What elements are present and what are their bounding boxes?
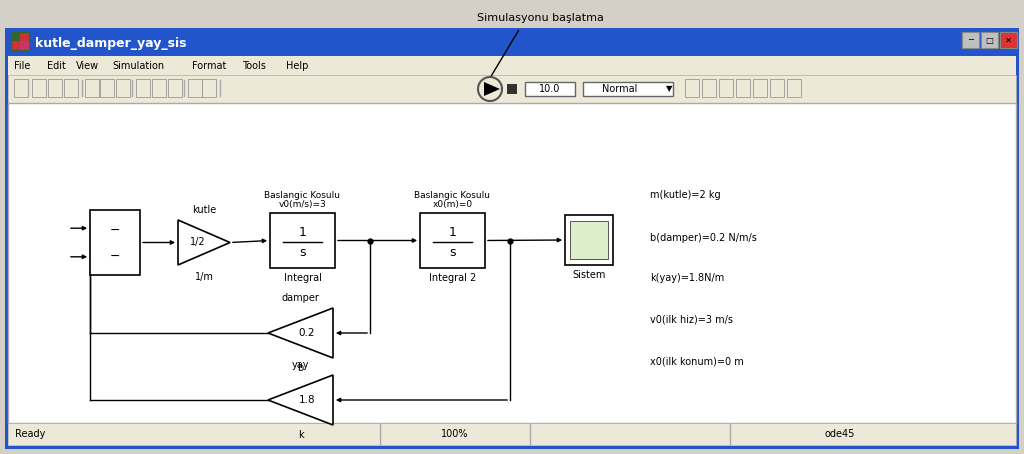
- Bar: [270, 213, 335, 268]
- Text: −: −: [110, 224, 120, 237]
- Bar: [8, 55, 1016, 446]
- Bar: [962, 32, 979, 48]
- Bar: [8, 56, 1016, 75]
- Bar: [11, 32, 20, 41]
- Bar: [116, 79, 130, 97]
- Text: View: View: [76, 61, 99, 71]
- Bar: [168, 79, 182, 97]
- Bar: [63, 79, 78, 97]
- Text: □: □: [985, 35, 993, 44]
- Bar: [770, 79, 784, 97]
- Bar: [8, 103, 1016, 423]
- Text: Simulasyonu başlatma: Simulasyonu başlatma: [476, 13, 603, 23]
- Text: yay: yay: [292, 360, 309, 370]
- Text: k: k: [298, 430, 303, 440]
- Text: Format: Format: [193, 61, 226, 71]
- Bar: [100, 79, 114, 97]
- Text: damper: damper: [282, 293, 319, 303]
- Bar: [570, 221, 608, 259]
- Text: ✕: ✕: [1005, 35, 1012, 44]
- Text: 10.0: 10.0: [540, 84, 561, 94]
- Text: kutle_damper_yay_sis: kutle_damper_yay_sis: [35, 38, 186, 50]
- Text: Normal: Normal: [602, 84, 638, 94]
- Text: 0.2: 0.2: [299, 328, 315, 338]
- Text: v0(ilk hiz)=3 m/s: v0(ilk hiz)=3 m/s: [650, 315, 733, 325]
- Bar: [583, 82, 673, 96]
- Text: x0(m)=0: x0(m)=0: [432, 201, 472, 209]
- Text: File: File: [14, 61, 31, 71]
- Polygon shape: [484, 82, 500, 96]
- Text: v0(m/s)=3: v0(m/s)=3: [279, 201, 327, 209]
- Bar: [685, 79, 699, 97]
- Bar: [20, 41, 29, 50]
- Text: s: s: [299, 246, 306, 259]
- Polygon shape: [178, 220, 230, 265]
- Text: Integral 2: Integral 2: [429, 273, 476, 283]
- Bar: [85, 79, 99, 97]
- Text: ▼: ▼: [666, 84, 672, 94]
- Text: Edit: Edit: [47, 61, 66, 71]
- Polygon shape: [268, 308, 333, 358]
- Bar: [719, 79, 733, 97]
- Text: 100%: 100%: [441, 429, 469, 439]
- Text: b: b: [297, 363, 304, 373]
- Bar: [736, 79, 750, 97]
- Text: Sistem: Sistem: [572, 270, 605, 280]
- Text: 1: 1: [449, 226, 457, 239]
- Text: 1/m: 1/m: [195, 272, 213, 282]
- Text: Tools: Tools: [242, 61, 266, 71]
- Text: −: −: [110, 250, 120, 263]
- Text: Simulation: Simulation: [112, 61, 164, 71]
- Text: Help: Help: [286, 61, 308, 71]
- Bar: [14, 79, 28, 97]
- Bar: [11, 32, 29, 50]
- Text: −: −: [967, 35, 974, 44]
- Text: Ready: Ready: [15, 429, 45, 439]
- Bar: [702, 79, 716, 97]
- Bar: [8, 75, 1016, 103]
- Text: kutle: kutle: [191, 205, 216, 215]
- Bar: [525, 82, 575, 96]
- Bar: [787, 79, 801, 97]
- Bar: [48, 79, 62, 97]
- Text: x0(ilk konum)=0 m: x0(ilk konum)=0 m: [650, 357, 743, 367]
- Polygon shape: [268, 375, 333, 425]
- Bar: [5, 28, 1019, 56]
- Bar: [565, 215, 613, 265]
- Bar: [32, 79, 46, 97]
- Bar: [202, 79, 216, 97]
- Text: b(damper)=0.2 N/m/s: b(damper)=0.2 N/m/s: [650, 233, 757, 243]
- Bar: [136, 79, 150, 97]
- Text: Baslangic Kosulu: Baslangic Kosulu: [264, 191, 341, 199]
- Text: 1.8: 1.8: [299, 395, 315, 405]
- Bar: [90, 210, 140, 275]
- Bar: [753, 79, 767, 97]
- Bar: [188, 79, 202, 97]
- Text: Integral: Integral: [284, 273, 322, 283]
- Bar: [152, 79, 166, 97]
- Text: 1: 1: [299, 226, 306, 239]
- Bar: [420, 213, 485, 268]
- Text: k(yay)=1.8N/m: k(yay)=1.8N/m: [650, 273, 724, 283]
- Bar: [981, 32, 998, 48]
- Text: Baslangic Kosulu: Baslangic Kosulu: [415, 191, 490, 199]
- Text: s: s: [450, 246, 456, 259]
- Bar: [507, 84, 517, 94]
- Text: ode45: ode45: [824, 429, 855, 439]
- Text: 1/2: 1/2: [189, 237, 206, 247]
- Bar: [8, 423, 1016, 445]
- Text: m(kutle)=2 kg: m(kutle)=2 kg: [650, 190, 721, 200]
- Bar: [1000, 32, 1017, 48]
